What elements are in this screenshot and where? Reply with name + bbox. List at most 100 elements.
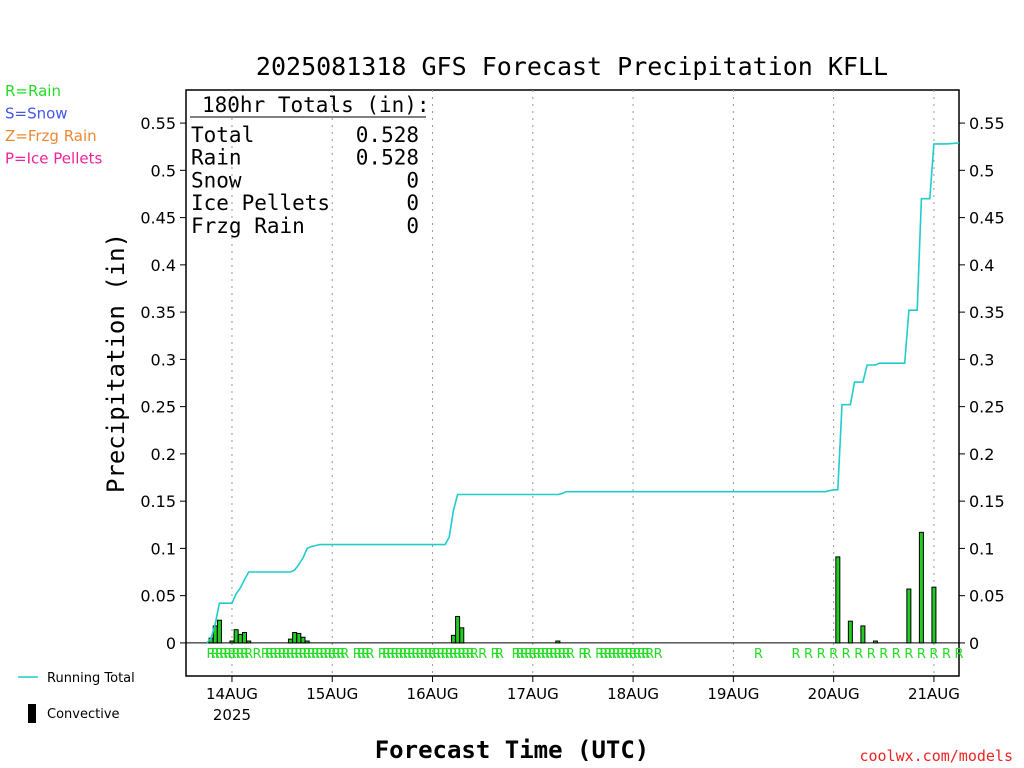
y-tick-label: 0.15 (140, 492, 176, 511)
precip-type-marker: R (449, 647, 458, 662)
precip-type-marker: R (879, 647, 888, 662)
y-tick-label: 0.25 (140, 398, 176, 417)
precip-type-marker: R (332, 647, 341, 662)
precip-type-legend-item: R=Rain (5, 82, 61, 100)
totals-row-label: Snow (191, 168, 242, 192)
precip-type-marker: R (524, 647, 533, 662)
precip-type-marker: R (842, 647, 851, 662)
precip-type-marker: R (365, 647, 374, 662)
convective-bar (304, 640, 310, 644)
precip-type-marker: R (616, 647, 625, 662)
precip-type-marker: R (516, 647, 525, 662)
precip-type-marker: R (282, 647, 291, 662)
running-total-line (206, 142, 960, 644)
precip-type-marker: R (261, 647, 270, 662)
precip-type-marker: R (303, 647, 312, 662)
precip-type-marker: R (461, 647, 470, 662)
precip-type-marker: R (528, 647, 537, 662)
precip-type-marker: R (336, 647, 345, 662)
precip-type-marker: R (804, 647, 813, 662)
x-axis-label: Forecast Time (UTC) (375, 736, 650, 764)
y-tick-label: 0.55 (140, 114, 176, 133)
totals-row-value: 0 (406, 214, 419, 238)
y-tick-label: 0.45 (140, 209, 176, 228)
precip-type-marker: R (829, 647, 838, 662)
y-tick-label-right: 0.55 (969, 114, 1005, 133)
x-tick-label: 18AUG (607, 685, 659, 703)
precip-type-marker: R (411, 647, 420, 662)
y-tick-label-right: 0.4 (969, 256, 994, 275)
convective-bar (555, 640, 561, 644)
precip-type-marker: R (286, 647, 295, 662)
precip-type-marker: R (315, 647, 324, 662)
precip-type-marker: R (641, 647, 650, 662)
precip-type-marker: R (399, 647, 408, 662)
precip-type-marker: R (294, 647, 303, 662)
precip-type-marker: R (420, 647, 429, 662)
totals-row-label: Rain (191, 146, 242, 170)
precip-type-marker: R (407, 647, 416, 662)
totals-row-label: Total (191, 123, 254, 147)
convective-bar (931, 586, 937, 644)
x-tick-label: 15AUG (306, 685, 358, 703)
precip-type-marker: R (954, 647, 963, 662)
precip-type-marker: R (612, 647, 621, 662)
precip-type-marker: R (319, 647, 328, 662)
precip-type-marker: R (520, 647, 529, 662)
precip-type-marker: R (353, 647, 362, 662)
precip-type-marker: R (215, 647, 224, 662)
precip-type-marker: R (595, 647, 604, 662)
precip-type-marker: R (562, 647, 571, 662)
y-tick-label-right: 0.25 (969, 398, 1005, 417)
precip-type-marker: R (436, 647, 445, 662)
precip-type-marker: R (223, 647, 232, 662)
precip-type-marker: R (541, 647, 550, 662)
precip-type-marker: R (599, 647, 608, 662)
precip-type-marker: R (512, 647, 521, 662)
precip-type-marker: R (608, 647, 617, 662)
precip-type-marker: R (232, 647, 241, 662)
precip-type-marker: R (382, 647, 391, 662)
convective-legend-swatch (28, 704, 36, 723)
precip-type-marker: R (645, 647, 654, 662)
precip-type-marker: R (942, 647, 951, 662)
y-tick-label: 0.5 (151, 161, 176, 180)
y-tick-label-right: 0.5 (969, 161, 994, 180)
precip-type-marker: R (553, 647, 562, 662)
precip-type-marker: R (470, 647, 479, 662)
precip-type-marker: R (307, 647, 316, 662)
convective-bar (237, 633, 243, 644)
precip-type-legend: R=Rain S=Snow Z=Frzg Rain P=Ice Pellets (5, 82, 102, 168)
vertical-gridlines (231, 90, 935, 676)
y-tick-label-right: 0.3 (969, 350, 994, 369)
precip-type-marker: R (445, 647, 454, 662)
convective-bar (860, 625, 866, 644)
convective-bar (233, 629, 239, 644)
precip-type-marker: R (390, 647, 399, 662)
precip-type-marker: R (227, 647, 236, 662)
running-total-legend-label: Running Total (47, 671, 135, 686)
precip-type-marker: R (361, 647, 370, 662)
precip-type-marker: R (457, 647, 466, 662)
precip-type-marker: R (328, 647, 337, 662)
precip-type-marker: R (240, 647, 249, 662)
precip-type-marker: R (495, 647, 504, 662)
y-tick-label: 0 (166, 634, 176, 653)
convective-bar (287, 638, 293, 644)
convective-bar (835, 556, 841, 644)
y-tick-label-right: 0.2 (969, 445, 994, 464)
precip-type-marker: R (792, 647, 801, 662)
precip-type-marker: R (253, 647, 262, 662)
precip-type-marker: R (219, 647, 228, 662)
precip-type-marker: R (629, 647, 638, 662)
x-tick-label: 14AUG (206, 685, 258, 703)
credit-text: coolwx.com/models (859, 747, 1013, 765)
x-tick-label: 16AUG (407, 685, 459, 703)
y-tick-label: 0.05 (140, 587, 176, 606)
x-tick-label: 21AUG (908, 685, 960, 703)
precip-type-marker: R (904, 647, 913, 662)
convective-bar (847, 620, 853, 644)
precip-type-marker: R (244, 647, 253, 662)
